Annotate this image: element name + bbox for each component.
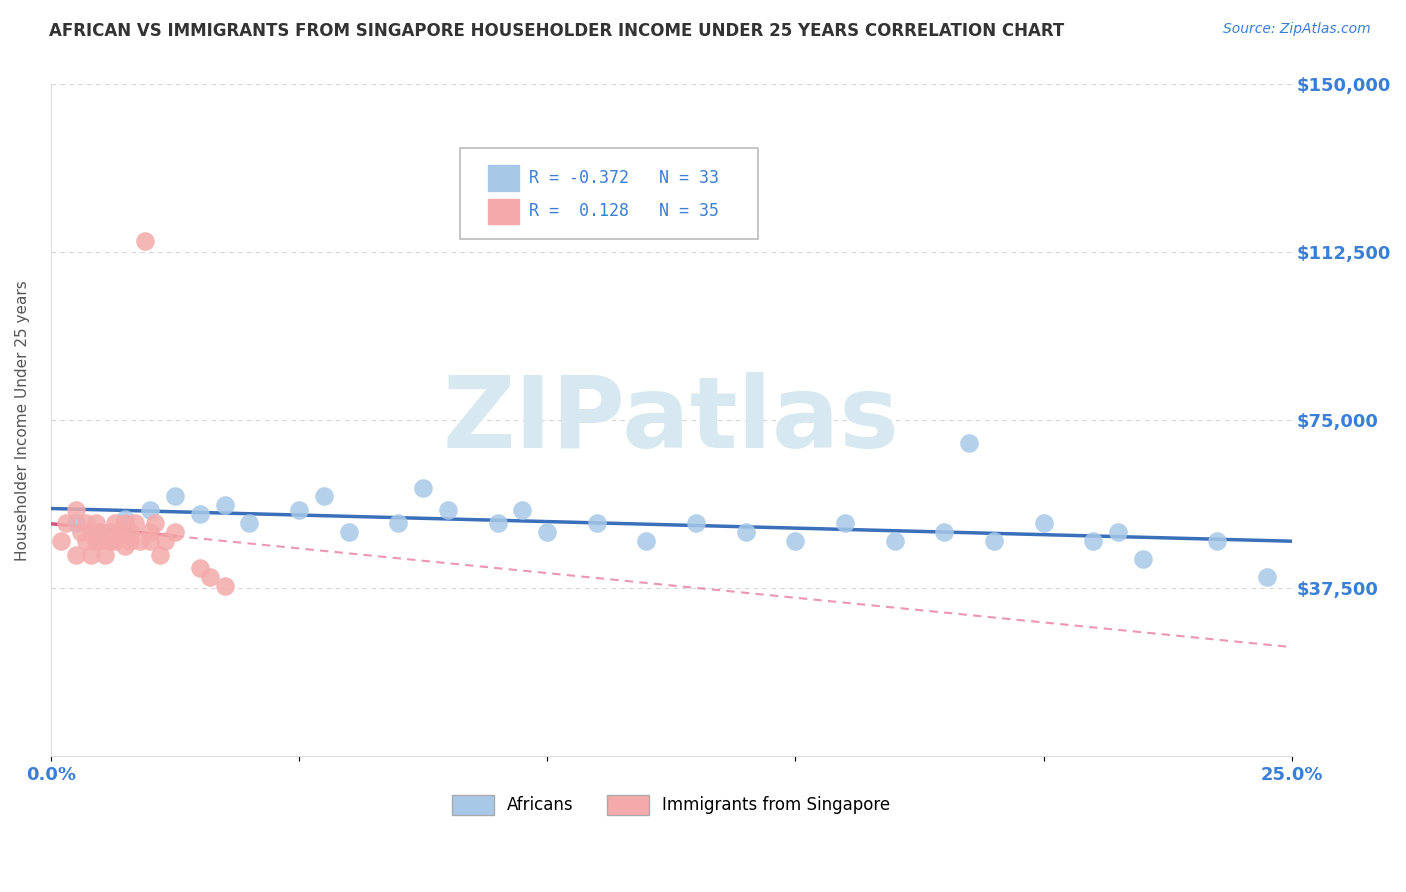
Point [114, 539, 136, 553]
Point [512, 503, 534, 517]
Text: R = -0.372   N = 33: R = -0.372 N = 33 [529, 169, 718, 186]
Point [312, 490, 335, 504]
Point [163, 490, 186, 504]
Point [412, 481, 434, 495]
Point [100, 525, 122, 540]
Point [536, 525, 558, 540]
Point [387, 516, 409, 531]
Point [585, 516, 607, 531]
Point [120, 525, 142, 540]
Point [1083, 534, 1105, 549]
Point [188, 561, 211, 575]
Text: AFRICAN VS IMMIGRANTS FROM SINGAPORE HOUSEHOLDER INCOME UNDER 25 YEARS CORRELATI: AFRICAN VS IMMIGRANTS FROM SINGAPORE HOU… [49, 22, 1064, 40]
Point [84, 516, 107, 531]
Point [143, 516, 166, 531]
Point [198, 570, 221, 584]
Point [1206, 534, 1229, 549]
Point [153, 534, 176, 549]
Point [238, 516, 260, 531]
Point [734, 525, 756, 540]
Point [100, 534, 122, 549]
Point [1032, 516, 1054, 531]
Point [337, 525, 360, 540]
Point [94, 548, 117, 562]
Point [1132, 552, 1154, 566]
Point [139, 534, 162, 549]
FancyBboxPatch shape [460, 148, 758, 239]
Point [163, 525, 186, 540]
Point [139, 525, 162, 540]
Point [834, 516, 856, 531]
Point [89, 525, 111, 540]
Point [957, 435, 980, 450]
Point [65, 548, 87, 562]
Point [636, 534, 658, 549]
Point [1256, 570, 1278, 584]
Point [486, 516, 509, 531]
Point [79, 525, 101, 540]
Point [104, 534, 127, 549]
Point [288, 503, 311, 517]
Point [79, 548, 101, 562]
Point [1107, 525, 1129, 540]
Text: ZIPatlas: ZIPatlas [443, 372, 900, 469]
Point [114, 516, 136, 531]
Point [55, 516, 77, 531]
Point [110, 525, 132, 540]
Point [84, 534, 107, 549]
Point [104, 516, 127, 531]
Point [129, 534, 152, 549]
Point [89, 534, 111, 549]
Y-axis label: Householder Income Under 25 years: Householder Income Under 25 years [15, 280, 30, 561]
Point [214, 499, 236, 513]
Point [120, 534, 142, 549]
Point [89, 525, 111, 540]
Point [983, 534, 1005, 549]
Point [685, 516, 707, 531]
Point [124, 516, 146, 531]
Point [114, 512, 136, 526]
Text: R =  0.128   N = 35: R = 0.128 N = 35 [529, 202, 718, 220]
Point [437, 503, 460, 517]
Point [883, 534, 905, 549]
Bar [488, 199, 519, 224]
Point [69, 525, 91, 540]
Point [65, 503, 87, 517]
Text: Source: ZipAtlas.com: Source: ZipAtlas.com [1223, 22, 1371, 37]
Point [75, 534, 97, 549]
Point [65, 516, 87, 531]
Point [785, 534, 807, 549]
Point [149, 548, 172, 562]
Point [188, 508, 211, 522]
Point [75, 516, 97, 531]
Point [934, 525, 956, 540]
Point [49, 534, 72, 549]
Bar [488, 165, 519, 191]
Point [134, 234, 156, 248]
Legend: Africans, Immigrants from Singapore: Africans, Immigrants from Singapore [446, 789, 897, 822]
Point [214, 579, 236, 593]
Point [139, 503, 162, 517]
